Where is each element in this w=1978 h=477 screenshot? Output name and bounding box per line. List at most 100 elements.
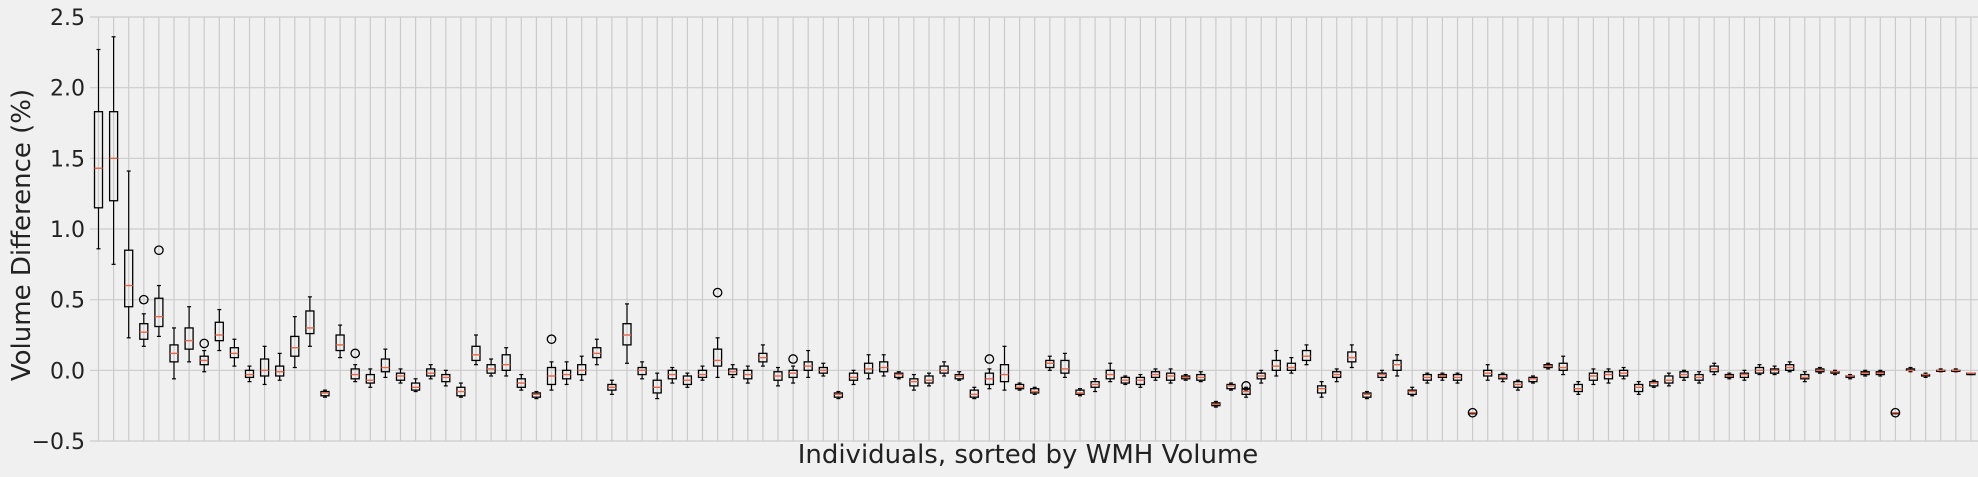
box-body <box>380 358 391 373</box>
box-90 <box>1437 372 1448 381</box>
box-body <box>622 323 632 346</box>
box-122 <box>1920 372 1931 378</box>
box-50 <box>833 390 844 400</box>
box-31 <box>546 334 557 391</box>
outlier-point <box>1467 407 1478 418</box>
box-85 <box>1362 390 1372 400</box>
box-73 <box>1181 373 1191 381</box>
box-9 <box>214 308 224 352</box>
box-37 <box>637 361 647 380</box>
box-body <box>1392 359 1402 371</box>
box-body <box>395 372 406 381</box>
box-7 <box>184 306 194 363</box>
box-78 <box>1256 369 1266 384</box>
box-body <box>1316 385 1327 394</box>
box-body <box>1271 359 1281 371</box>
box-75 <box>1211 400 1221 408</box>
box-49 <box>818 362 828 377</box>
box-body <box>1045 359 1055 369</box>
box-body <box>1664 375 1674 384</box>
box-20 <box>380 348 391 378</box>
box-body <box>1014 383 1025 390</box>
x-axis-label: Individuals, sorted by WMH Volume <box>798 440 1259 470</box>
box-41 <box>697 365 708 381</box>
box-body <box>1649 380 1659 387</box>
box-115 <box>1815 366 1825 374</box>
box-body <box>154 297 164 328</box>
box-118 <box>1860 369 1870 377</box>
y-tick-label: 1.5 <box>50 147 85 172</box>
box-40 <box>682 372 693 388</box>
box-12 <box>259 345 270 386</box>
boxes <box>93 36 1976 418</box>
box-25 <box>456 382 466 398</box>
box-11 <box>244 365 255 383</box>
box-body <box>697 369 708 379</box>
box-71 <box>1150 368 1161 381</box>
box-76 <box>1226 382 1236 391</box>
box-1 <box>93 48 104 250</box>
box-body <box>501 354 511 371</box>
box-121 <box>1905 366 1916 373</box>
box-94 <box>1498 372 1508 383</box>
outlier-point <box>712 287 723 298</box>
box-15 <box>305 296 315 347</box>
box-body <box>1060 359 1070 374</box>
box-14 <box>290 316 300 369</box>
box-60 <box>984 354 995 390</box>
box-body <box>1498 373 1508 380</box>
box-body <box>1634 383 1644 393</box>
box-112 <box>1769 365 1780 376</box>
box-body <box>471 345 481 362</box>
box-body <box>244 369 255 379</box>
box-23 <box>426 364 436 380</box>
outlier-point <box>350 348 361 359</box>
box-body <box>712 348 723 367</box>
box-39 <box>667 366 677 384</box>
box-body <box>954 373 964 380</box>
box-body <box>1347 351 1357 363</box>
box-17 <box>335 324 345 359</box>
box-body <box>426 368 436 377</box>
box-body <box>879 361 889 373</box>
box-body <box>441 373 451 383</box>
box-body <box>999 364 1010 383</box>
box-44 <box>743 365 753 384</box>
box-body <box>1407 389 1417 396</box>
box-body <box>290 335 300 357</box>
box-119 <box>1875 369 1885 377</box>
box-74 <box>1196 371 1206 383</box>
outlier-point <box>1241 381 1251 391</box>
box-104 <box>1649 379 1659 388</box>
box-67 <box>1090 378 1100 393</box>
box-16 <box>320 389 330 398</box>
outlier-point <box>138 294 149 305</box>
box-80 <box>1286 357 1297 374</box>
box-62 <box>1014 382 1025 391</box>
box-26 <box>471 334 481 366</box>
box-89 <box>1422 372 1432 384</box>
box-35 <box>607 379 617 395</box>
box-24 <box>441 369 451 387</box>
box-22 <box>410 378 421 393</box>
box-28 <box>501 347 511 377</box>
box-body <box>848 372 859 381</box>
box-body <box>320 390 330 397</box>
box-54 <box>894 371 904 380</box>
box-125 <box>1966 372 1976 376</box>
box-82 <box>1316 381 1327 398</box>
box-body <box>1226 383 1236 390</box>
box-body <box>108 111 119 202</box>
box-53 <box>879 354 889 377</box>
box-68 <box>1105 362 1115 383</box>
box-body <box>214 321 224 342</box>
box-77 <box>1241 381 1251 398</box>
box-65 <box>1060 352 1070 378</box>
outlier-point <box>984 354 995 364</box>
box-69 <box>1120 375 1130 386</box>
box-47 <box>788 354 798 384</box>
box-99 <box>1573 381 1583 395</box>
box-45 <box>758 344 768 367</box>
box-body <box>1528 376 1538 383</box>
box-51 <box>848 369 859 386</box>
